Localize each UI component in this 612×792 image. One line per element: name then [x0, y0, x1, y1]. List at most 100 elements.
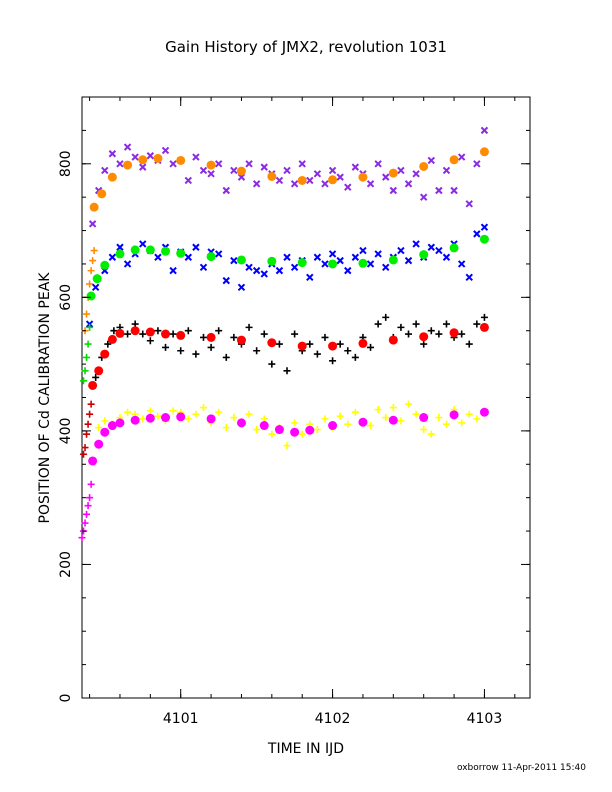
data-point: [275, 176, 284, 185]
data-point: [328, 421, 338, 431]
data-point: [351, 408, 359, 416]
data-point: [169, 407, 177, 415]
data-point: [397, 323, 405, 331]
series-6: [92, 313, 488, 381]
series-0: [88, 126, 489, 228]
data-point: [222, 353, 230, 361]
data-point: [92, 373, 100, 381]
data-point: [298, 160, 306, 168]
data-point: [419, 193, 428, 201]
data-point: [88, 380, 98, 390]
data-point: [404, 256, 413, 265]
data-point: [404, 180, 413, 188]
data-point: [442, 166, 451, 175]
data-point: [283, 442, 291, 450]
data-point: [374, 320, 382, 328]
data-point: [206, 160, 216, 170]
data-point: [374, 250, 382, 258]
x-tick-label: 4102: [315, 711, 351, 727]
data-point: [139, 240, 147, 248]
data-point: [130, 415, 140, 425]
data-point: [351, 353, 359, 361]
data-point: [176, 155, 186, 165]
data-point: [412, 170, 420, 178]
data-point: [260, 163, 268, 171]
data-point: [274, 425, 284, 435]
data-point: [366, 260, 375, 268]
data-point: [207, 343, 215, 351]
data-point: [100, 427, 110, 437]
data-point: [245, 160, 253, 168]
plot-area: 4101 4102 4103 0 200 400 600 800: [58, 96, 531, 727]
data-point: [427, 156, 435, 165]
data-point: [336, 412, 344, 420]
data-point: [405, 330, 413, 338]
x-tick-label: 4103: [467, 711, 503, 727]
data-point: [130, 326, 140, 336]
data-point: [367, 343, 375, 351]
data-point: [169, 160, 177, 168]
data-point: [130, 245, 140, 255]
data-point: [389, 404, 397, 412]
data-point: [275, 340, 283, 348]
data-point: [336, 256, 344, 265]
data-point: [176, 330, 186, 340]
data-point: [162, 343, 170, 351]
data-point: [192, 350, 200, 358]
data-point: [154, 253, 162, 261]
data-point: [321, 180, 329, 188]
data-point: [199, 263, 208, 271]
data-point: [146, 152, 155, 160]
data-point: [104, 340, 112, 348]
data-point: [458, 419, 466, 427]
data-point: [465, 273, 473, 282]
data-point: [328, 175, 338, 185]
data-point: [344, 420, 352, 428]
data-point: [90, 247, 98, 255]
data-point: [236, 418, 246, 428]
data-point: [237, 283, 246, 292]
data-point: [146, 407, 154, 415]
data-point: [435, 246, 443, 255]
data-point: [153, 153, 163, 163]
chart-title: Gain History of JMX2, revolution 1031: [165, 38, 447, 56]
data-point: [83, 510, 91, 518]
series-5: [86, 234, 489, 301]
data-point: [420, 340, 428, 348]
data-point: [344, 266, 352, 275]
y-tick-label: 400: [58, 418, 74, 445]
data-point: [479, 234, 489, 244]
data-point: [328, 166, 337, 175]
data-point: [184, 253, 193, 261]
data-point: [427, 430, 435, 438]
data-point: [115, 249, 125, 259]
data-point: [465, 410, 473, 418]
data-point: [367, 422, 375, 430]
data-point: [154, 327, 162, 335]
data-point: [427, 327, 435, 335]
data-point: [214, 160, 223, 168]
data-point: [419, 332, 429, 342]
data-point: [259, 421, 269, 431]
data-point: [107, 421, 117, 431]
y-tick-label: 800: [58, 150, 74, 177]
data-point: [184, 176, 193, 185]
data-point: [108, 150, 117, 158]
series-layer: [78, 126, 489, 542]
data-point: [86, 494, 94, 502]
data-point: [389, 186, 398, 195]
data-point: [199, 333, 207, 341]
data-point: [449, 328, 459, 338]
data-point: [192, 410, 200, 418]
data-point: [81, 519, 89, 527]
data-point: [139, 415, 147, 423]
data-point: [449, 155, 459, 165]
axes-frame: [81, 96, 531, 699]
data-point: [86, 410, 94, 418]
data-point: [139, 330, 147, 338]
data-point: [222, 186, 230, 195]
data-point: [199, 166, 208, 175]
data-point: [107, 172, 117, 182]
data-point: [253, 347, 261, 355]
data-point: [420, 426, 428, 434]
